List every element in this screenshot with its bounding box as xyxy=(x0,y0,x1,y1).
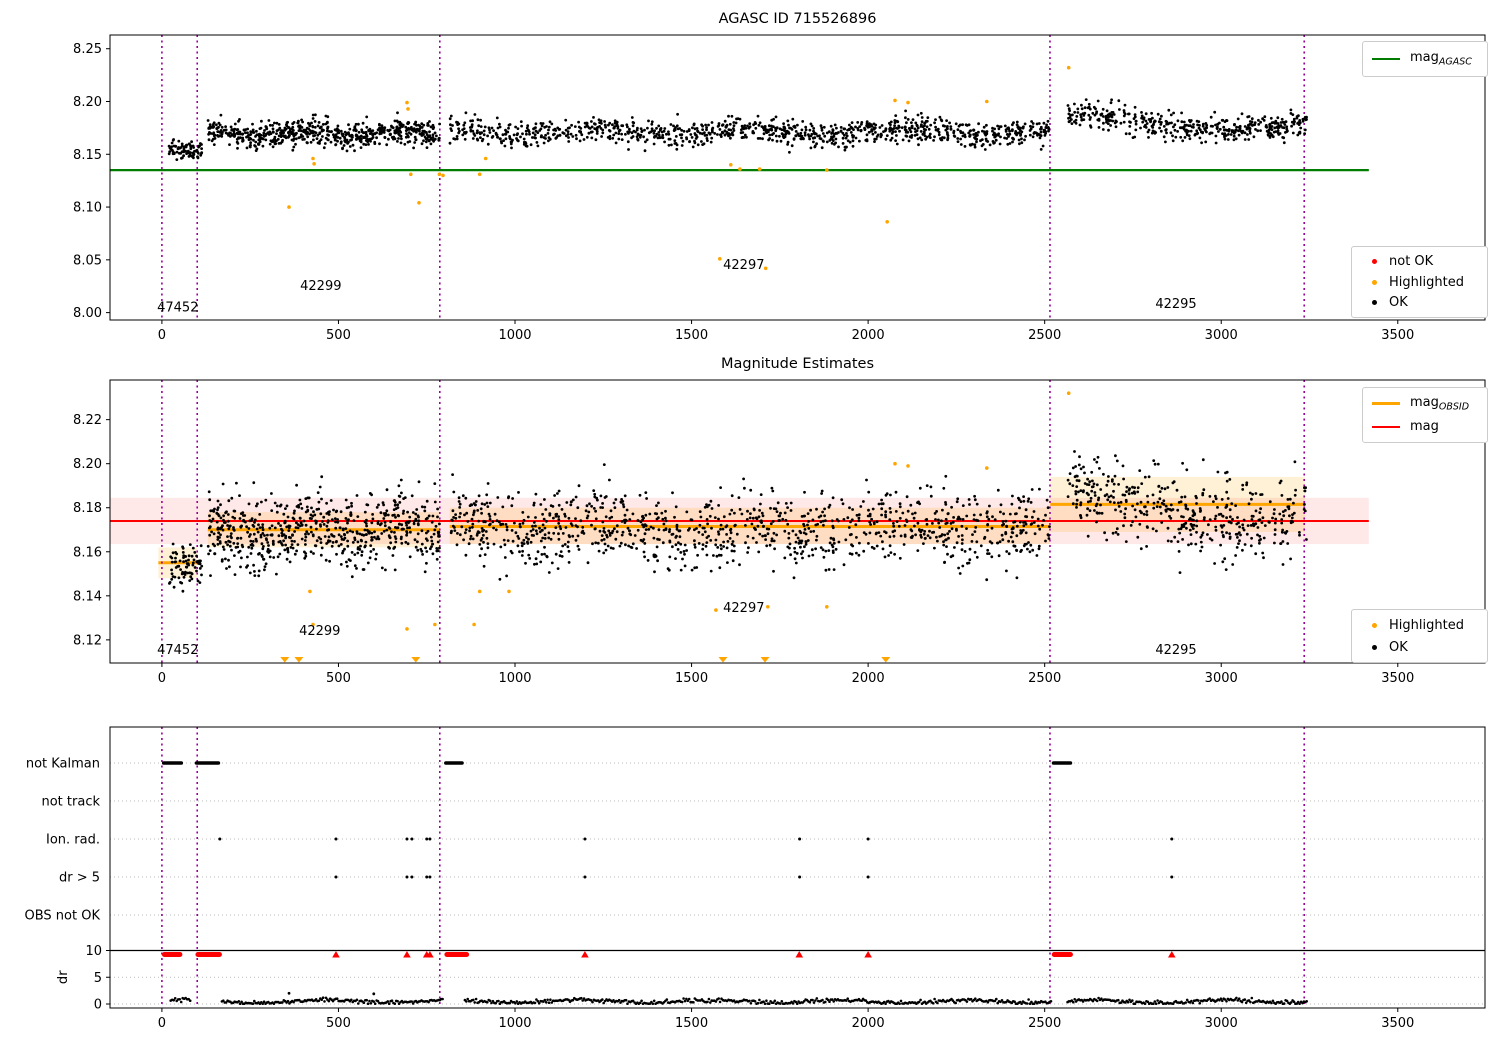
svg-text:500: 500 xyxy=(326,328,351,343)
legend-label: magAGASC xyxy=(1410,50,1472,68)
legend-top-markers: not OK Highlighted OK xyxy=(1351,246,1488,318)
svg-text:8.10: 8.10 xyxy=(73,201,102,216)
svg-text:2500: 2500 xyxy=(1028,328,1061,343)
svg-text:42299: 42299 xyxy=(300,279,341,294)
svg-text:42295: 42295 xyxy=(1155,297,1196,312)
svg-text:1000: 1000 xyxy=(498,328,531,343)
svg-text:8.16: 8.16 xyxy=(73,545,102,560)
legend-row: magAGASC xyxy=(1372,48,1478,70)
svg-text:8.20: 8.20 xyxy=(73,457,102,472)
svg-text:8.18: 8.18 xyxy=(73,501,102,516)
svg-text:8.15: 8.15 xyxy=(73,148,102,163)
middle-highlighted-points xyxy=(308,391,1071,631)
dr-gt5-marks xyxy=(334,875,1174,879)
svg-text:1000: 1000 xyxy=(498,671,531,686)
legend-row: Highlighted xyxy=(1361,272,1478,293)
legend-mag-agasc: magAGASC xyxy=(1362,41,1488,77)
legend-line-sample xyxy=(1372,425,1400,428)
legend-label: not OK xyxy=(1389,253,1434,269)
legend-marker-dot xyxy=(1372,300,1377,306)
legend-label: Highlighted xyxy=(1389,617,1464,633)
dr-axis-label: dr xyxy=(56,970,71,984)
middle-plot: 47452 42299 42297 42295 0 500 1000 1500 2000 2500… xyxy=(73,379,1486,686)
top-ok-points xyxy=(167,98,1308,162)
legend-row: OK xyxy=(1361,292,1478,313)
svg-text:2000: 2000 xyxy=(852,671,885,686)
legend-row: mag xyxy=(1372,416,1478,438)
legend-label: mag xyxy=(1410,419,1439,434)
legend-row: OK xyxy=(1361,636,1478,658)
top-annotations: 47452 42299 42297 42295 xyxy=(157,258,1197,315)
legend-marker-dot xyxy=(1372,258,1377,264)
legend-marker-dot xyxy=(1372,279,1377,285)
legend-line-sample xyxy=(1372,402,1400,405)
svg-text:8.12: 8.12 xyxy=(73,633,102,648)
legend-label: magOBSID xyxy=(1410,394,1470,413)
svg-text:8.05: 8.05 xyxy=(73,253,102,268)
top-plot-title: AGASC ID 715526896 xyxy=(718,11,877,27)
legend-line-sample xyxy=(1372,58,1400,60)
top-highlighted-points xyxy=(287,65,1071,271)
svg-text:500: 500 xyxy=(326,671,351,686)
middle-plot-title: Magnitude Estimates xyxy=(720,356,875,372)
svg-text:0: 0 xyxy=(158,671,166,686)
svg-text:42295: 42295 xyxy=(1155,643,1196,658)
ion-rad-marks xyxy=(218,837,1174,841)
legend-label: OK xyxy=(1389,295,1408,311)
svg-text:8.22: 8.22 xyxy=(73,413,102,428)
dr10-red-triangles xyxy=(332,951,1176,958)
svg-text:8.14: 8.14 xyxy=(73,589,102,604)
svg-text:8.20: 8.20 xyxy=(73,95,102,110)
svg-text:3000: 3000 xyxy=(1205,328,1238,343)
svg-text:47452: 47452 xyxy=(157,643,198,658)
top-plot: 47452 42299 42297 42295 0 500 1000 1500 2000 2500… xyxy=(73,34,1486,343)
svg-text:3500: 3500 xyxy=(1381,328,1414,343)
svg-text:42297: 42297 xyxy=(723,601,764,616)
svg-text:42299: 42299 xyxy=(299,624,340,639)
legend-label: OK xyxy=(1389,639,1408,655)
svg-text:8.00: 8.00 xyxy=(73,306,102,321)
svg-text:42297: 42297 xyxy=(723,258,764,273)
dr10-red-segments xyxy=(161,952,1073,957)
legend-row: Highlighted xyxy=(1361,614,1478,636)
middle-clipped-triangles xyxy=(280,657,891,663)
legend-row: magOBSID xyxy=(1372,393,1478,415)
dr-trace xyxy=(169,991,1308,1005)
svg-text:2000: 2000 xyxy=(852,328,885,343)
svg-text:2500: 2500 xyxy=(1028,671,1061,686)
svg-text:1500: 1500 xyxy=(675,328,708,343)
svg-text:8.25: 8.25 xyxy=(73,42,102,57)
middle-annotations: 47452 42299 42297 42295 xyxy=(157,601,1197,658)
svg-text:47452: 47452 xyxy=(157,300,198,315)
legend-marker-dot xyxy=(1372,644,1377,650)
legend-mag-obsid-mag: magOBSID mag xyxy=(1362,387,1488,443)
svg-text:0: 0 xyxy=(158,328,166,343)
svg-text:1500: 1500 xyxy=(675,671,708,686)
legend-label: Highlighted xyxy=(1389,274,1464,290)
middle-ok-points xyxy=(168,450,1308,593)
svg-text:3000: 3000 xyxy=(1205,671,1238,686)
svg-text:3500: 3500 xyxy=(1381,671,1414,686)
legend-middle-markers: Highlighted OK xyxy=(1351,609,1488,663)
not-kalman-marks xyxy=(161,761,1073,765)
legend-marker-dot xyxy=(1372,622,1377,628)
legend-row: not OK xyxy=(1361,251,1478,272)
